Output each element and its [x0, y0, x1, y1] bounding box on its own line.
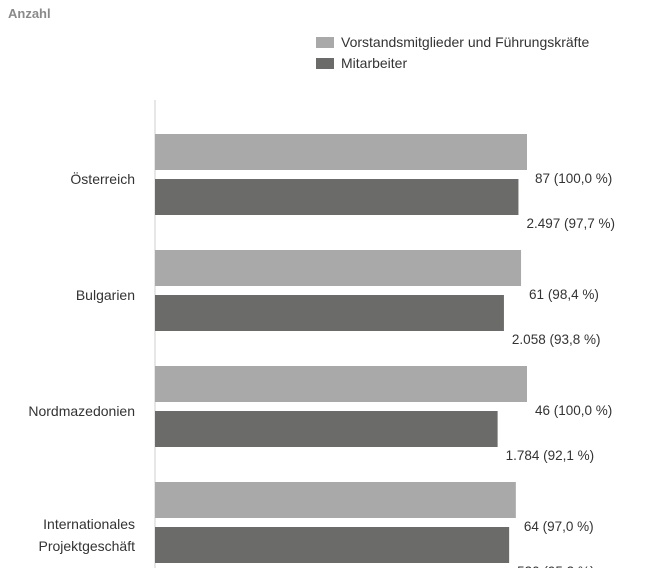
value-label-1-1: 87 (100,0 %)	[535, 171, 612, 186]
bar-1-4	[155, 482, 516, 518]
y-axis-label: Anzahl	[8, 6, 51, 21]
bar-2-2	[155, 295, 504, 331]
bar-2-1	[155, 179, 519, 215]
category-label-3: Nordmazedonien	[28, 403, 135, 419]
legend-label-2: Mitarbeiter	[341, 55, 407, 71]
category-label-2: Bulgarien	[76, 287, 135, 303]
legend-swatch-1	[316, 37, 334, 48]
category-label-1: Österreich	[70, 170, 135, 187]
legend-swatch-2	[316, 58, 334, 69]
bar-2-4	[155, 527, 510, 563]
value-label-1-3: 46 (100,0 %)	[535, 403, 612, 418]
value-label-2-3: 1.784 (92,1 %)	[506, 448, 595, 463]
value-label-1-2: 61 (98,4 %)	[529, 287, 599, 302]
value-label-2-1: 2.497 (97,7 %)	[526, 216, 615, 231]
legend: Vorstandsmitglieder und Führungskräfte Mi…	[316, 34, 589, 71]
bar-1-2	[155, 250, 522, 286]
bars-group: 87 (100,0 %) 2.497 (97,7 %) Österreich 61 (…	[28, 134, 615, 568]
value-label-1-4: 64 (97,0 %)	[524, 519, 594, 534]
value-label-2-2: 2.058 (93,8 %)	[512, 332, 601, 347]
value-label-2-4: 530 (95,2 %)	[517, 564, 594, 568]
bar-1-3	[155, 366, 527, 402]
bar-2-3	[155, 411, 498, 447]
legend-label-1: Vorstandsmitglieder und Führungskräfte	[341, 34, 589, 50]
bar-1-1	[155, 134, 527, 170]
category-label-4: Internationales Projektgeschäft	[39, 516, 136, 554]
